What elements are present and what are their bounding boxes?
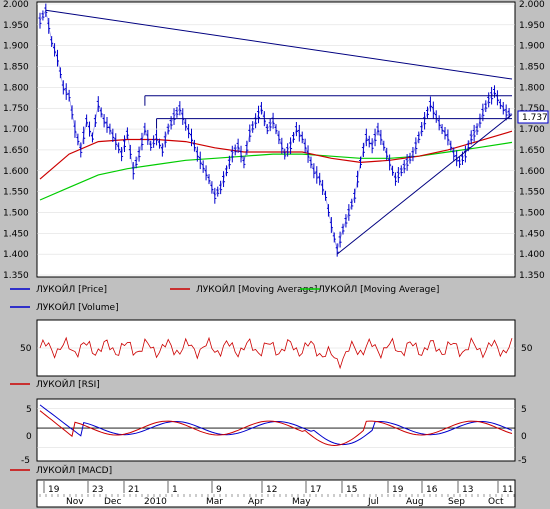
price-legend: ЛУКОЙЛ [Price] ЛУКОЙЛ [Moving Average] Л… [10, 283, 439, 313]
rsi-line [39, 336, 513, 370]
price-tick-right: 1.700 [519, 125, 545, 135]
x-month-label: May [292, 497, 311, 507]
x-month-label: Aug [406, 497, 424, 507]
price-tick-left: 1.900 [3, 42, 29, 52]
price-tick-left: 1.800 [3, 83, 29, 93]
macd-series [39, 404, 513, 447]
price-tick-right: 1.450 [519, 229, 545, 239]
x-day-label: 19 [48, 485, 60, 495]
x-month-label: Apr [248, 497, 264, 507]
ma-red-line [39, 130, 513, 180]
price-tick-left: 1.500 [3, 208, 29, 218]
rsi-tick-right: 50 [521, 344, 533, 354]
price-grid [37, 3, 515, 276]
price-tick-right: 1.600 [519, 167, 545, 177]
x-day-label: 9 [216, 485, 222, 495]
price-tick-right: 1.950 [519, 21, 545, 31]
macd-tick-right-5: 5 [521, 405, 527, 415]
x-day-label: 19 [392, 485, 404, 495]
price-tick-left: 1.700 [3, 125, 29, 135]
price-tick-left: 2.000 [3, 0, 29, 10]
price-y-axis-left: 2.000 1.950 1.900 1.850 1.800 1.750 1.700 1.650… [3, 0, 29, 281]
x-month-label: Jul [367, 497, 379, 507]
price-tick-right: 1.400 [519, 250, 545, 260]
price-tick-left: 1.950 [3, 21, 29, 31]
price-tick-right: 1.800 [519, 83, 545, 93]
macd-tick-right-neg5: -5 [518, 456, 527, 466]
ma-green-line [39, 141, 513, 201]
x-day-label: 11 [502, 485, 513, 495]
price-tick-left: 1.400 [3, 250, 29, 260]
x-month-label: Nov [66, 497, 84, 507]
price-tick-right: 1.500 [519, 208, 545, 218]
macd-tick-right-0: 0 [521, 432, 527, 442]
x-month-label: Mar [206, 497, 223, 507]
x-day-label: 12 [266, 485, 277, 495]
price-y-axis-right: 2.000 1.950 1.900 1.850 1.800 1.750 1.700 1.650… [519, 0, 545, 281]
x-day-label: 13 [462, 485, 473, 495]
price-tick-left: 1.650 [3, 146, 29, 156]
x-day-label: 21 [128, 485, 139, 495]
macd-tick-left-5: 5 [26, 405, 32, 415]
price-tick-left: 1.550 [3, 188, 29, 198]
legend-macd-label: ЛУКОЙЛ [MACD] [36, 464, 112, 476]
macd-line [39, 410, 513, 447]
x-day-label: 17 [310, 485, 321, 495]
x-month-label: 2010 [144, 497, 167, 507]
macd-panel [36, 398, 516, 462]
x-month-label: Dec [104, 497, 121, 507]
macd-grid [37, 408, 515, 448]
macd-tick-left-neg5: -5 [21, 456, 30, 466]
legend-price-label: ЛУКОЙЛ [Price] [36, 283, 107, 295]
x-month-label: Oct [488, 497, 504, 507]
price-tick-right: 1.750 [519, 104, 545, 114]
price-tick-left: 1.350 [3, 271, 29, 281]
price-tick-right: 1.850 [519, 63, 545, 73]
price-tick-right: 1.350 [519, 271, 545, 281]
x-axis-bar [36, 479, 516, 508]
x-month-label: Sep [448, 497, 465, 507]
x-day-label: 1 [172, 485, 178, 495]
price-tick-right: 1.900 [519, 42, 545, 52]
price-series [38, 3, 513, 257]
price-panel [36, 1, 516, 278]
last-price-label: 1.737 [522, 113, 548, 123]
price-line [39, 9, 513, 251]
price-tick-left: 1.750 [3, 104, 29, 114]
rsi-tick-left: 50 [20, 344, 32, 354]
x-day-label: 15 [346, 485, 357, 495]
price-tick-left: 1.450 [3, 229, 29, 239]
legend-volume-label: ЛУКОЙЛ [Volume] [36, 301, 119, 313]
legend-ma1-label: ЛУКОЙЛ [Moving Average] [196, 283, 317, 295]
last-price-box [517, 110, 549, 124]
price-tick-right: 1.650 [519, 146, 545, 156]
macd-tick-left-0: 0 [26, 432, 32, 442]
rsi-series [39, 336, 513, 370]
price-tick-right: 1.550 [519, 188, 545, 198]
x-day-label: 16 [426, 485, 438, 495]
x-day-label: 23 [92, 485, 103, 495]
trendline [45, 9, 513, 80]
price-tick-left: 1.600 [3, 167, 29, 177]
price-tick-right: 2.000 [519, 0, 545, 10]
trendline [336, 114, 513, 255]
price-tick-left: 1.850 [3, 63, 29, 73]
legend-rsi-label: ЛУКОЙЛ [RSI] [36, 378, 100, 390]
legend-ma2-label: ЛУКОЙЛ [Moving Average] [318, 283, 439, 295]
